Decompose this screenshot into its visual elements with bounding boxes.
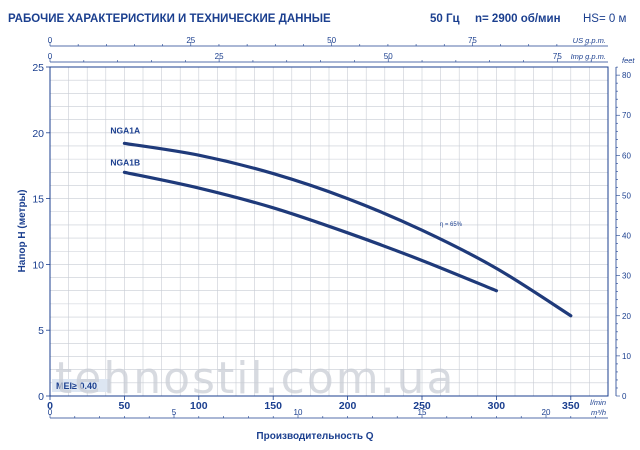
- chart-header-hs: HS= 0 м: [583, 13, 626, 25]
- feet-tick-label: 80: [622, 71, 631, 80]
- x-tick-label: 100: [190, 400, 208, 412]
- m3h-tick-label: 5: [172, 408, 177, 417]
- x-tick-label: 150: [264, 400, 282, 412]
- imp-gpm-unit: Imp g.p.m.: [571, 52, 606, 61]
- watermark: tehnostil.com.ua: [55, 353, 455, 404]
- x-tick-label: 300: [488, 400, 506, 412]
- us-gpm-tick-label: 75: [468, 36, 477, 45]
- y-tick-label: 25: [32, 62, 44, 74]
- feet-tick-label: 20: [622, 312, 631, 321]
- plot-frame: [49, 66, 609, 397]
- chart-header-title: РАБОЧИЕ ХАРАКТЕРИСТИКИ И ТЕХНИЧЕСКИЕ ДАН…: [8, 13, 331, 25]
- x-unit-label: l/min: [590, 398, 606, 407]
- x-tick-label: 350: [562, 400, 580, 412]
- plot-axes: [49, 45, 617, 419]
- y-tick-label: 20: [32, 128, 44, 140]
- imp-gpm-tick-label: 50: [384, 52, 393, 61]
- chart-header-speed: n= 2900 об/мин: [475, 13, 561, 25]
- y-tick-label: 0: [38, 391, 44, 403]
- x-axis-title: Производительность Q: [256, 431, 373, 442]
- plot-grid: [49, 66, 609, 397]
- y-axis-title: Напор H (метры): [17, 190, 28, 273]
- series-layer: NGA1A NGA1B η = 65%: [110, 125, 573, 318]
- m3h-tick-label: 10: [294, 408, 303, 417]
- feet-tick-label: 70: [622, 111, 631, 120]
- chart-header-frequency: 50 Гц: [430, 13, 460, 25]
- us-gpm-unit: US g.p.m.: [573, 36, 606, 45]
- us-gpm-tick-label: 0: [48, 36, 53, 45]
- feet-tick-label: 10: [622, 352, 631, 361]
- series-label-nga1b: NGA1B: [110, 157, 140, 167]
- y-tick-label: 15: [32, 194, 44, 206]
- m3h-tick-label: 15: [418, 408, 427, 417]
- feet-tick-label: 0: [622, 392, 627, 401]
- feet-tick-label: 40: [622, 232, 631, 241]
- efficiency-annotation: η = 65%: [440, 222, 463, 228]
- y-tick-label: 5: [38, 325, 44, 337]
- imp-gpm-tick-label: 25: [215, 52, 224, 61]
- m3h-unit: m³/h: [591, 408, 606, 417]
- m3h-tick-label: 0: [48, 408, 53, 417]
- feet-tick-label: 30: [622, 272, 631, 281]
- us-gpm-tick-label: 25: [186, 36, 195, 45]
- x-tick-label: 200: [339, 400, 357, 412]
- series-curve-nga1b: [122, 170, 498, 293]
- x-tick-label: 250: [413, 400, 431, 412]
- x-tick-label: 50: [119, 400, 131, 412]
- series-curve-nga1a: [122, 141, 573, 318]
- feet-tick-label: 60: [622, 151, 631, 160]
- m3h-tick-label: 20: [542, 408, 551, 417]
- us-gpm-tick-label: 50: [327, 36, 336, 45]
- imp-gpm-tick-label: 0: [48, 52, 53, 61]
- y-tick-label: 10: [32, 259, 44, 271]
- mei-badge-bg: [52, 379, 110, 392]
- imp-gpm-tick-label: 75: [553, 52, 562, 61]
- feet-tick-label: 50: [622, 191, 631, 200]
- mei-label: MEI≥ 0.40: [56, 381, 97, 391]
- feet-unit: feet: [622, 56, 635, 65]
- series-label-nga1a: NGA1A: [110, 125, 140, 135]
- x-tick-label: 0: [47, 400, 53, 412]
